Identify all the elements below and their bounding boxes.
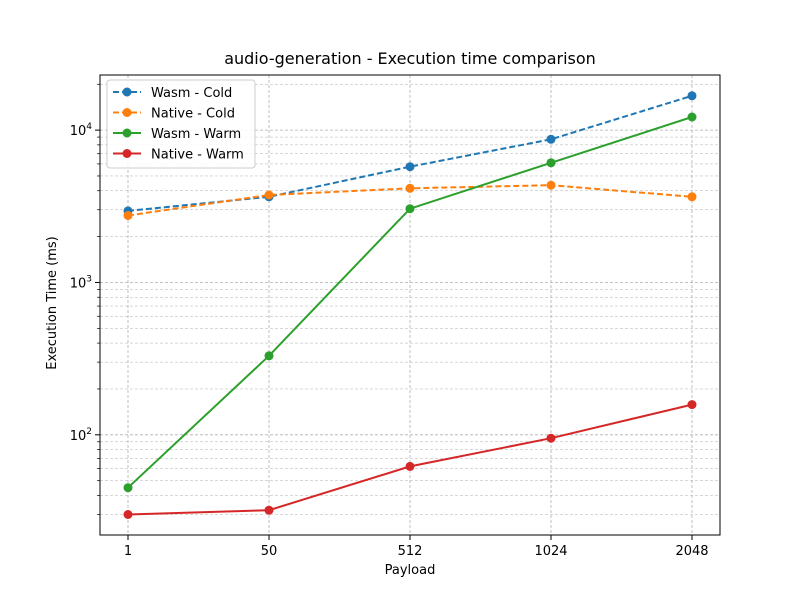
- y-tick-label: 104: [70, 122, 93, 139]
- x-tick-label: 50: [261, 544, 278, 559]
- x-axis-label: Payload: [385, 563, 436, 578]
- data-point: [687, 91, 697, 101]
- data-point: [123, 510, 133, 519]
- x-tick-label: 1: [124, 544, 132, 559]
- y-tick-label: 102: [70, 427, 92, 444]
- data-point: [546, 158, 556, 168]
- series-native-warm: [123, 400, 697, 519]
- legend-label: Native - Warm: [151, 148, 244, 163]
- legend-box: [106, 79, 256, 169]
- legend-marker: [122, 149, 132, 158]
- series-layer: [123, 91, 697, 519]
- legend-marker: [122, 128, 132, 138]
- data-point: [123, 211, 133, 220]
- y-tick-label: 103: [70, 274, 92, 291]
- data-point: [687, 112, 697, 122]
- data-point: [405, 204, 415, 214]
- data-point: [405, 183, 415, 193]
- legend-item: Wasm - Warm: [113, 127, 241, 142]
- tick-layer: 1 50 512 1024 2048 102 103 104: [70, 83, 709, 559]
- series-wasm-warm: [123, 112, 697, 493]
- data-point: [687, 400, 697, 410]
- data-point: [123, 483, 133, 493]
- legend-marker: [122, 87, 132, 97]
- data-point: [546, 180, 556, 190]
- legend-marker: [122, 108, 132, 117]
- data-point: [264, 505, 274, 515]
- legend-label: Wasm - Cold: [151, 86, 232, 101]
- grid-layer: [100, 75, 720, 535]
- data-point: [546, 134, 556, 144]
- data-point: [264, 190, 274, 200]
- data-point: [405, 461, 415, 471]
- legend-label: Native - Cold: [151, 107, 235, 122]
- data-point: [405, 162, 415, 172]
- series-native-cold: [123, 180, 697, 220]
- legend: Wasm - Cold Native - Cold Wasm - Warm Nativ…: [106, 79, 256, 169]
- x-tick-label: 1024: [534, 544, 567, 559]
- legend-item: Native - Cold: [113, 107, 235, 122]
- y-axis-label: Execution Time (ms): [45, 236, 60, 369]
- legend-label: Wasm - Warm: [151, 127, 241, 142]
- legend-item: Wasm - Cold: [113, 86, 232, 101]
- data-point: [687, 192, 697, 202]
- legend-item: Native - Warm: [113, 148, 244, 163]
- x-tick-label: 2048: [675, 544, 708, 559]
- data-point: [546, 433, 556, 443]
- x-tick-label: 512: [398, 544, 423, 559]
- data-point: [264, 351, 274, 361]
- chart-title: audio-generation - Execution time compar…: [224, 49, 596, 68]
